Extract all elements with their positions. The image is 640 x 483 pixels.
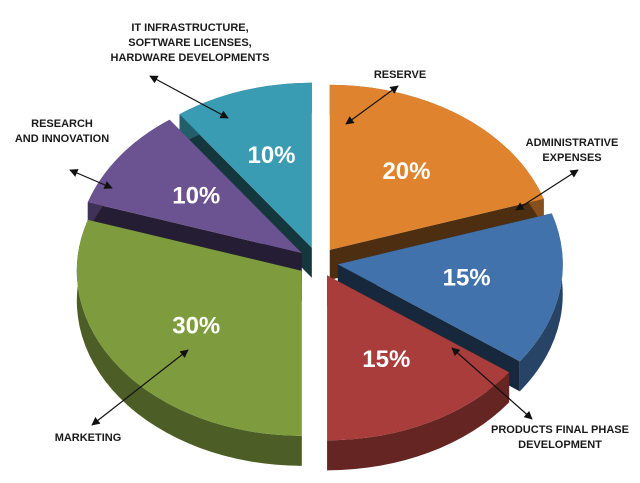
pie: 20% 15% 15% 30% 10% 10% (76, 82, 563, 471)
category-label: DEVELOPMENT (518, 439, 602, 451)
value-label: 10% (247, 142, 295, 169)
category-label: PRODUCTS FINAL PHASE (491, 424, 629, 436)
value-label: 15% (443, 265, 491, 292)
category-label: RESERVE (374, 69, 426, 81)
slice-side (179, 82, 312, 278)
leader-arrow (149, 75, 229, 119)
slice (337, 213, 563, 362)
slice (87, 119, 302, 254)
value-label: 10% (172, 182, 220, 209)
value-label: 20% (382, 158, 430, 185)
category-label: IT INFRASTRUCTURE, (131, 22, 248, 34)
leader-arrow (451, 347, 533, 420)
leader-arrow (69, 169, 113, 189)
category-label: HARDWARE DEVELOPMENTS (111, 52, 270, 64)
category-label: AND INNOVATION (15, 133, 109, 145)
labels: RESERVE ADMINISTRATIVE EXPENSES PRODUCTS FI… (15, 22, 629, 451)
slice (76, 219, 302, 436)
value-label: 15% (362, 346, 410, 373)
leader-arrow (515, 169, 579, 211)
category-label: MARKETING (55, 432, 122, 444)
slice (329, 84, 544, 250)
category-label: ADMINISTRATIVE (526, 137, 619, 149)
slice-edge (327, 372, 510, 471)
slice (179, 82, 312, 248)
category-label: RESEARCH (31, 118, 93, 130)
category-label: EXPENSES (542, 152, 601, 164)
leader-arrow (345, 85, 399, 125)
leader-arrow (91, 349, 189, 426)
category-label: SOFTWARE LICENSES, (128, 37, 251, 49)
value-label: 30% (172, 312, 220, 339)
